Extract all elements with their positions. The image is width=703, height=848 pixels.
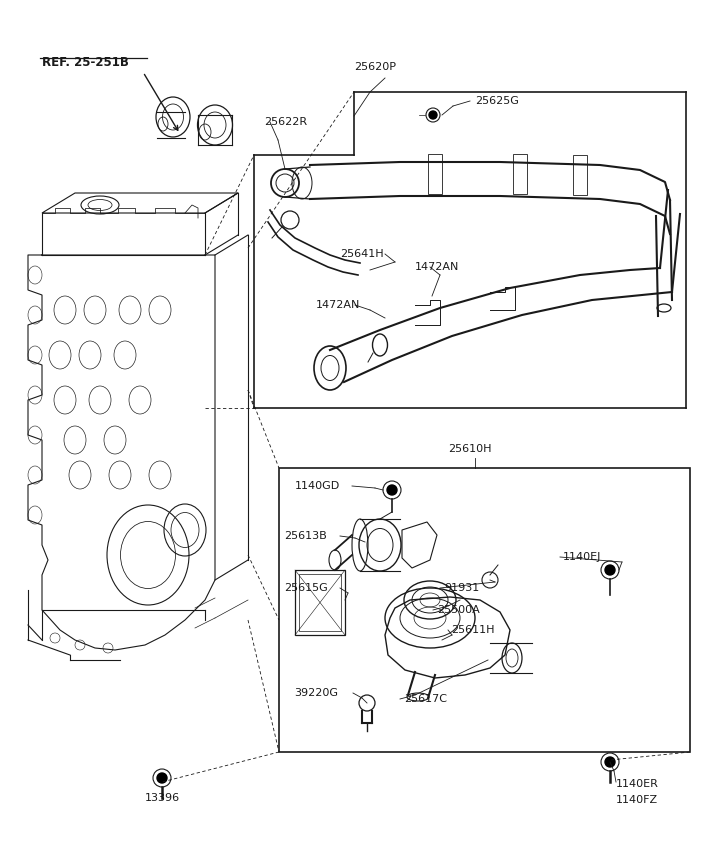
- Bar: [279, 468, 690, 752]
- Text: 25625G: 25625G: [475, 96, 519, 106]
- Bar: [513, 154, 527, 194]
- Circle shape: [429, 111, 437, 119]
- Bar: [573, 155, 587, 195]
- Text: 1472AN: 1472AN: [316, 300, 361, 310]
- Text: 25620P: 25620P: [354, 62, 396, 72]
- Text: 25610H: 25610H: [448, 444, 491, 454]
- Text: 13396: 13396: [144, 793, 179, 803]
- Text: 39220G: 39220G: [294, 688, 338, 698]
- Text: 1140GD: 1140GD: [295, 481, 340, 491]
- Bar: [299, 574, 341, 631]
- Text: 25611H: 25611H: [451, 625, 494, 635]
- Text: 25641H: 25641H: [340, 249, 384, 259]
- Text: 91931: 91931: [444, 583, 479, 593]
- Text: 1140ER: 1140ER: [616, 779, 659, 789]
- Text: 1140FZ: 1140FZ: [616, 795, 658, 805]
- Circle shape: [157, 773, 167, 783]
- Text: 1140EJ: 1140EJ: [563, 552, 601, 562]
- Bar: [428, 154, 442, 194]
- Circle shape: [605, 757, 615, 767]
- Text: 25622R: 25622R: [264, 117, 307, 127]
- Text: 25613B: 25613B: [284, 531, 327, 541]
- Circle shape: [605, 565, 615, 575]
- Text: 25617C: 25617C: [404, 694, 447, 704]
- Text: 1472AN: 1472AN: [415, 262, 459, 272]
- Bar: [295, 570, 345, 635]
- Text: REF. 25-251B: REF. 25-251B: [42, 56, 129, 69]
- Text: 25500A: 25500A: [437, 605, 479, 615]
- Circle shape: [387, 485, 397, 495]
- Text: 25615G: 25615G: [284, 583, 328, 593]
